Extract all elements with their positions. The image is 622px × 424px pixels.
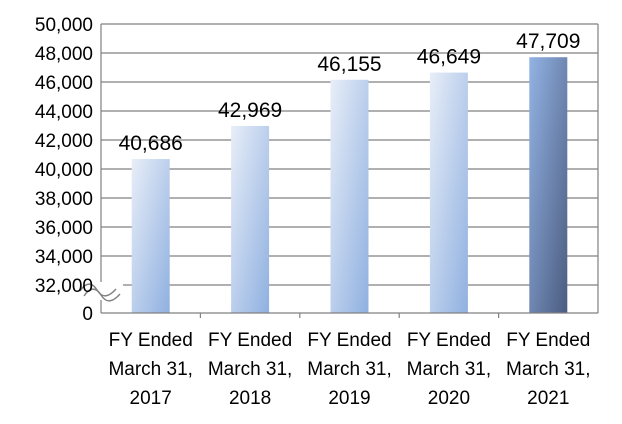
data-label: 46,649 xyxy=(417,46,481,69)
category-label: 2021 xyxy=(527,388,569,409)
category-label: 2020 xyxy=(428,388,470,409)
category-label: March 31, xyxy=(506,359,590,380)
category-label: FY Ended xyxy=(307,330,391,351)
y-tick-label: 42,000 xyxy=(35,131,93,152)
data-label: 47,709 xyxy=(516,30,580,53)
category-label: FY Ended xyxy=(208,330,292,351)
y-tick-label: 40,000 xyxy=(35,160,93,181)
data-labels: 40,686 42,969 46,155 46,649 47,709 xyxy=(119,30,581,155)
y-tick-label: 48,000 xyxy=(35,44,93,65)
y-tick-label: 0 xyxy=(82,304,93,325)
y-tick-label: 34,000 xyxy=(35,247,93,268)
y-tick-label: 46,000 xyxy=(35,73,93,94)
y-tick-label: 44,000 xyxy=(35,102,93,123)
category-label: March 31, xyxy=(108,359,192,380)
category-label: FY Ended xyxy=(506,330,590,351)
y-tick-label: 50,000 xyxy=(35,15,93,36)
y-tick-labels: 50,000 48,000 46,000 44,000 42,000 40,000 38,0… xyxy=(35,15,93,325)
bar xyxy=(429,72,468,313)
category-label: FY Ended xyxy=(109,330,193,351)
category-label: March 31, xyxy=(208,359,292,380)
category-label: 2018 xyxy=(229,388,271,409)
category-label: March 31, xyxy=(407,359,491,380)
category-label: FY Ended xyxy=(407,330,491,351)
category-label: 2019 xyxy=(328,388,370,409)
data-label: 42,969 xyxy=(218,99,282,122)
axis-break-icon xyxy=(78,282,123,302)
bar xyxy=(231,125,270,314)
category-label: 2017 xyxy=(130,388,172,409)
bar xyxy=(529,57,568,314)
y-tick-label: 38,000 xyxy=(35,189,93,210)
bars xyxy=(131,57,568,314)
bar xyxy=(131,159,170,313)
data-label: 46,155 xyxy=(317,53,381,76)
y-tick-label: 32,000 xyxy=(35,276,93,297)
bar xyxy=(330,79,369,313)
category-label: March 31, xyxy=(307,359,391,380)
y-tick-label: 36,000 xyxy=(35,218,93,239)
axes xyxy=(78,24,599,318)
category-labels: FY Ended March 31, 2017 FY Ended March 31, 20… xyxy=(108,330,590,409)
data-label: 40,686 xyxy=(119,132,183,155)
